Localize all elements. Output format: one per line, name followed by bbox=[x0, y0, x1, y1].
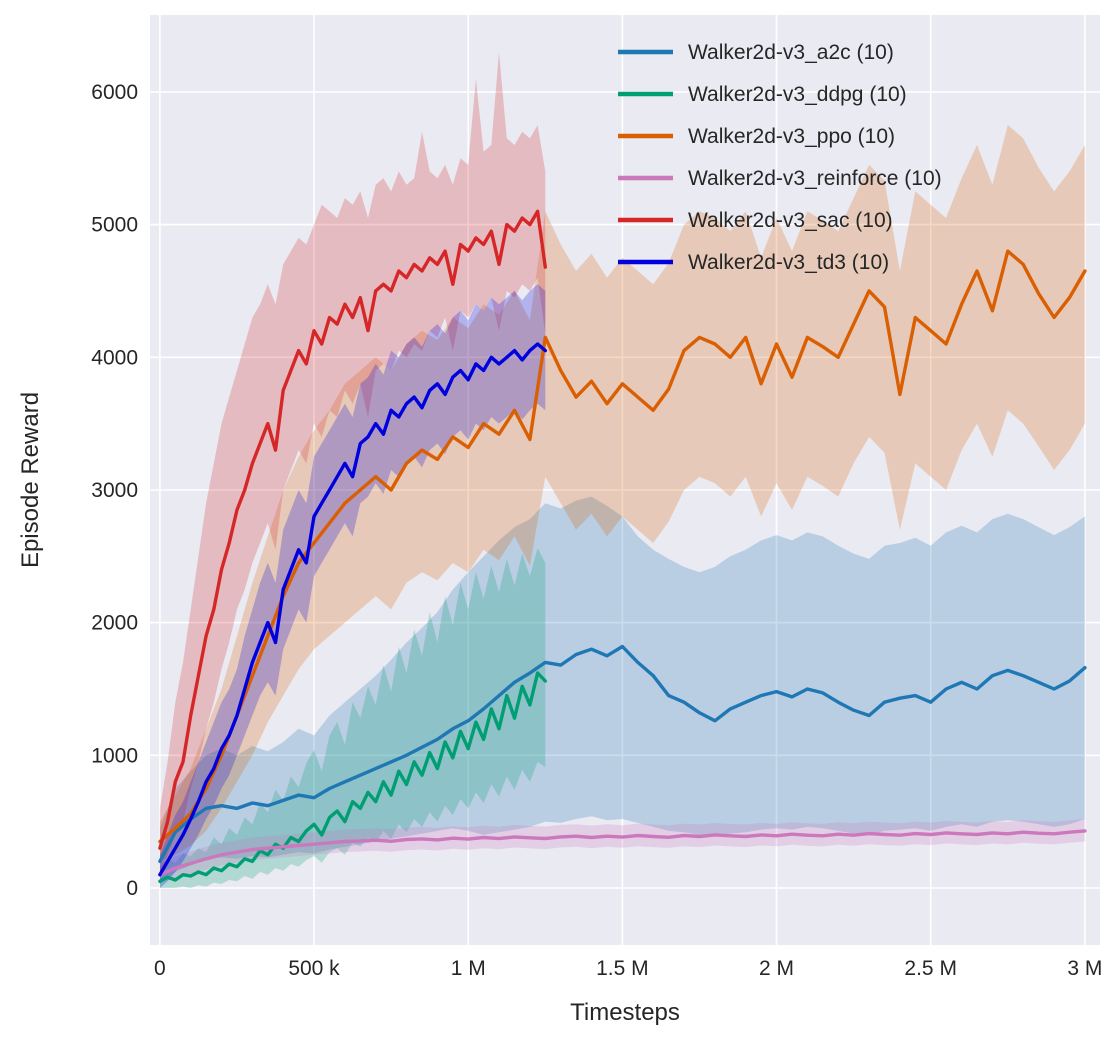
x-tick-label: 2 M bbox=[759, 957, 794, 980]
tick-layer: 0 500 k 1 M 1.5 M 2 M 2.5 M 3 M 0 1000 2000 3000 40… bbox=[91, 81, 1102, 980]
x-tick-label: 500 k bbox=[288, 957, 340, 980]
band-layer bbox=[159, 52, 1085, 888]
y-tick-label: 2000 bbox=[91, 612, 138, 635]
legend-item-td3: Walker2d-v3_td3 (10) bbox=[618, 251, 889, 274]
y-tick-label: 5000 bbox=[91, 214, 138, 237]
legend-label-sac: Walker2d-v3_sac (10) bbox=[688, 209, 893, 232]
legend-label-a2c: Walker2d-v3_a2c (10) bbox=[688, 41, 894, 64]
x-tick-label: 1 M bbox=[451, 957, 486, 980]
legend-item-reinforce: Walker2d-v3_reinforce (10) bbox=[618, 167, 942, 190]
legend: Walker2d-v3_a2c (10) Walker2d-v3_ddpg (10… bbox=[618, 41, 942, 274]
x-tick-label: 2.5 M bbox=[904, 957, 957, 980]
series-band-ppo bbox=[159, 125, 1085, 862]
legend-label-reinforce: Walker2d-v3_reinforce (10) bbox=[688, 167, 942, 190]
line-layer bbox=[158, 209, 1087, 883]
legend-item-ppo: Walker2d-v3_ppo (10) bbox=[618, 125, 895, 148]
series-band-td3 bbox=[159, 284, 546, 888]
legend-item-ddpg: Walker2d-v3_ddpg (10) bbox=[618, 83, 907, 106]
y-tick-label: 3000 bbox=[91, 479, 138, 502]
legend-label-ddpg: Walker2d-v3_ddpg (10) bbox=[688, 83, 907, 106]
y-tick-label: 4000 bbox=[91, 346, 138, 369]
legend-item-a2c: Walker2d-v3_a2c (10) bbox=[618, 41, 894, 64]
series-line-reinforce bbox=[158, 829, 1087, 877]
series-band-sac bbox=[159, 52, 546, 875]
x-tick-label: 1.5 M bbox=[596, 957, 649, 980]
plot-area bbox=[150, 15, 1100, 945]
series-line-ppo bbox=[158, 249, 1087, 844]
y-tick-label: 6000 bbox=[91, 81, 138, 104]
x-tick-label: 3 M bbox=[1067, 957, 1102, 980]
legend-label-td3: Walker2d-v3_td3 (10) bbox=[688, 251, 889, 274]
x-tick-label: 0 bbox=[154, 957, 166, 980]
y-tick-label: 0 bbox=[126, 877, 138, 900]
series-line-td3 bbox=[158, 342, 547, 877]
series-band-ddpg bbox=[159, 548, 546, 888]
y-axis-label: Episode Reward bbox=[17, 392, 44, 568]
series-band-a2c bbox=[159, 496, 1085, 884]
series-line-sac bbox=[158, 209, 547, 850]
legend-item-sac: Walker2d-v3_sac (10) bbox=[618, 209, 893, 232]
plot-background-layer bbox=[150, 15, 1100, 945]
legend-label-ppo: Walker2d-v3_ppo (10) bbox=[688, 125, 895, 148]
x-axis-label: Timesteps bbox=[570, 999, 680, 1026]
y-tick-label: 1000 bbox=[91, 744, 138, 767]
series-line-a2c bbox=[158, 644, 1087, 864]
series-line-ddpg bbox=[158, 671, 547, 883]
